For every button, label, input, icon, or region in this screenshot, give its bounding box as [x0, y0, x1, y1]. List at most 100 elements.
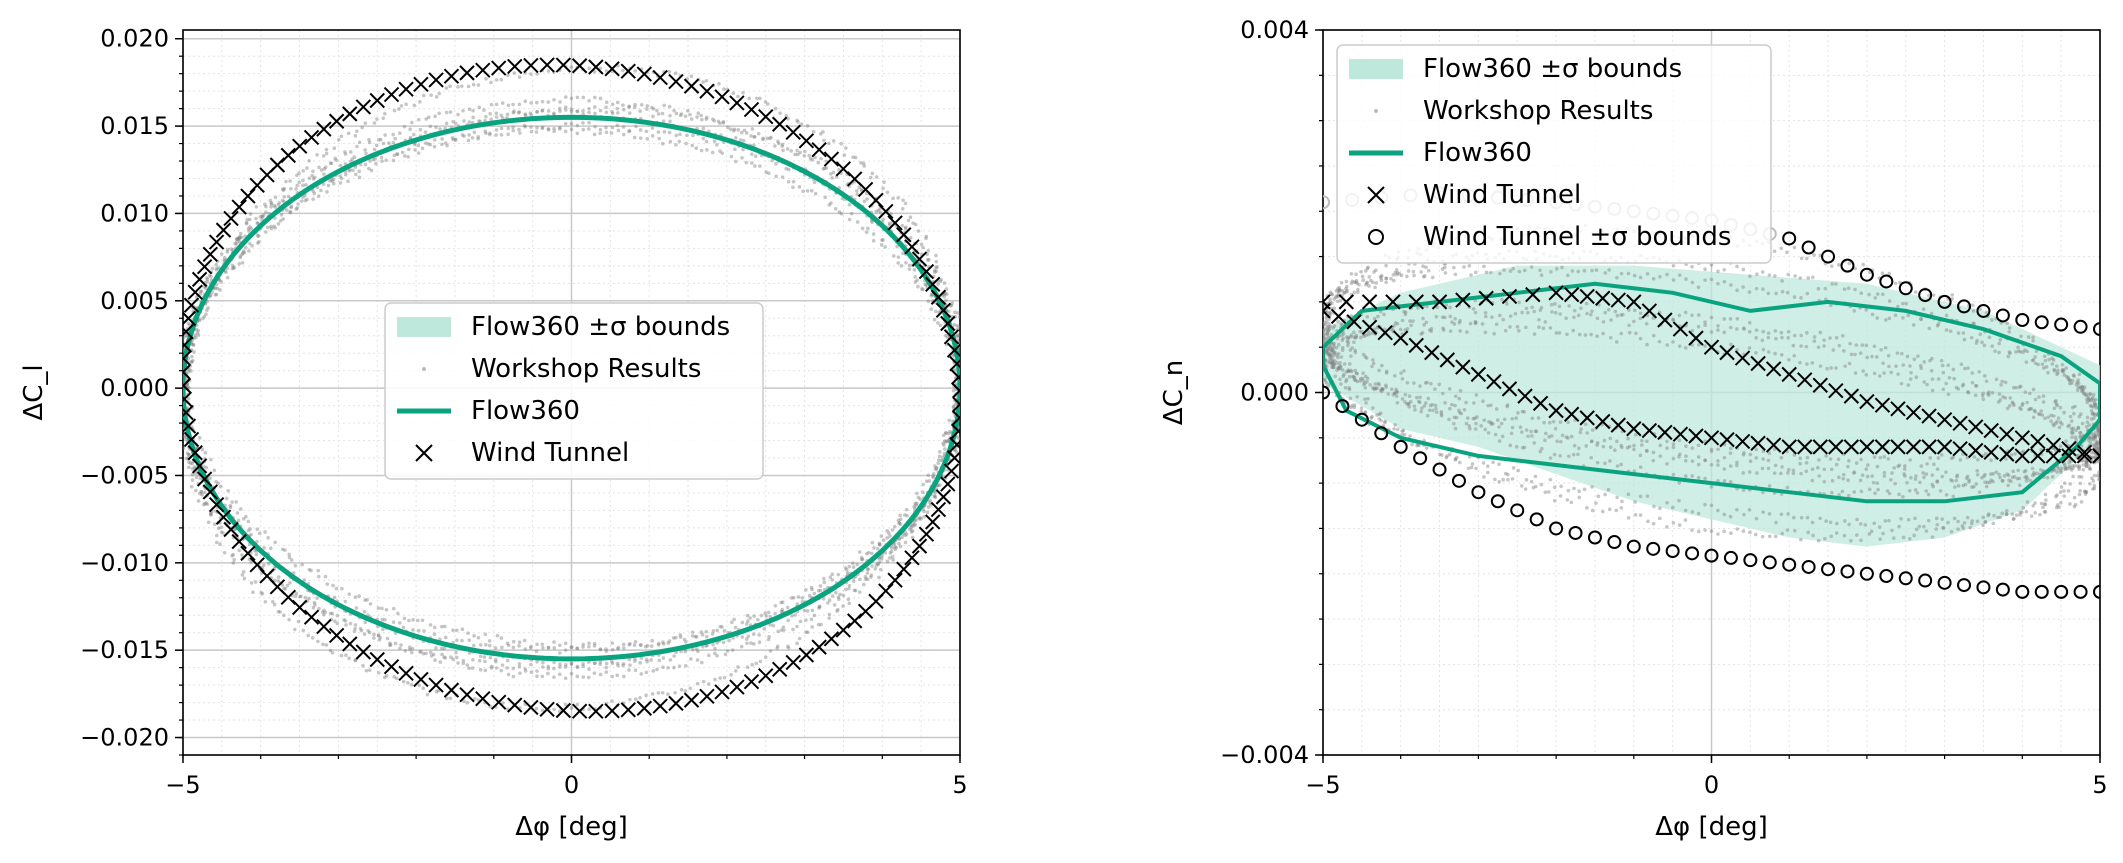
- workshop-point: [744, 160, 749, 165]
- workshop-point: [187, 453, 192, 457]
- workshop-point: [2068, 482, 2073, 486]
- workshop-point: [2101, 407, 2105, 411]
- workshop-point: [552, 646, 557, 650]
- workshop-point: [2102, 405, 2106, 409]
- workshop-point: [1859, 538, 1863, 543]
- workshop-point: [1332, 324, 1337, 328]
- wind-tunnel-marker: [940, 315, 956, 332]
- workshop-point: [2010, 400, 2015, 405]
- workshop-point: [1626, 492, 1631, 497]
- workshop-point: [1779, 353, 1784, 357]
- workshop-point: [247, 229, 251, 233]
- workshop-point: [269, 205, 273, 209]
- workshop-point: [369, 168, 374, 173]
- workshop-point: [704, 629, 709, 634]
- workshop-point: [1335, 368, 1339, 372]
- workshop-point: [465, 663, 470, 667]
- workshop-point: [2097, 448, 2100, 453]
- workshop-point: [821, 167, 826, 171]
- workshop-point: [1411, 269, 1416, 274]
- workshop-point: [1318, 350, 1322, 354]
- workshop-point: [467, 666, 471, 671]
- workshop-point: [1413, 408, 1417, 412]
- workshop-point: [748, 616, 752, 620]
- workshop-point: [733, 625, 738, 630]
- wind-tunnel-marker: [652, 698, 668, 714]
- workshop-point: [1742, 327, 1746, 331]
- workshop-point: [1855, 517, 1859, 522]
- workshop-point: [1585, 431, 1590, 435]
- workshop-point: [178, 400, 182, 404]
- workshop-point: [1816, 538, 1821, 543]
- workshop-point: [2023, 468, 2028, 473]
- workshop-point: [244, 221, 249, 226]
- workshop-point: [1677, 480, 1682, 485]
- workshop-point: [1991, 521, 1996, 526]
- workshop-point: [962, 379, 966, 383]
- workshop-point: [1497, 439, 1502, 443]
- workshop-point: [552, 126, 556, 131]
- workshop-point: [1379, 273, 1384, 278]
- x-tick-label: 5: [2092, 771, 2107, 799]
- workshop-point: [1728, 479, 1733, 484]
- wind-tunnel-marker: [823, 631, 840, 647]
- workshop-point: [1716, 463, 1720, 467]
- workshop-point: [789, 596, 794, 600]
- workshop-point: [1539, 482, 1544, 487]
- workshop-point: [1323, 322, 1324, 326]
- workshop-point: [1722, 317, 1727, 321]
- y-tick-label: −0.005: [80, 461, 169, 489]
- workshop-point: [947, 418, 952, 423]
- wind-tunnel-marker: [604, 703, 620, 719]
- workshop-point: [704, 139, 709, 144]
- workshop-point: [581, 127, 586, 132]
- workshop-point: [1405, 402, 1409, 406]
- workshop-point: [857, 185, 861, 190]
- workshop-point: [1822, 479, 1827, 484]
- workshop-point: [2089, 417, 2094, 421]
- workshop-point: [178, 395, 182, 399]
- workshop-point: [2059, 470, 2063, 475]
- workshop-point: [1443, 401, 1447, 405]
- workshop-point: [299, 594, 303, 599]
- workshop-point: [1780, 465, 1784, 469]
- workshop-point: [1806, 276, 1811, 280]
- workshop-point: [1729, 531, 1733, 535]
- workshop-point: [348, 150, 353, 154]
- workshop-point: [1619, 462, 1624, 467]
- workshop-point: [406, 147, 411, 152]
- workshop-point: [891, 254, 896, 258]
- workshop-point: [842, 153, 847, 157]
- workshop-point: [1846, 493, 1851, 498]
- workshop-point: [1434, 314, 1439, 319]
- workshop-point: [1601, 331, 1605, 336]
- workshop-point: [445, 143, 449, 148]
- workshop-point: [711, 642, 715, 647]
- workshop-point: [228, 505, 233, 510]
- workshop-point: [1406, 269, 1411, 273]
- workshop-point: [288, 210, 292, 215]
- workshop-point: [781, 148, 785, 153]
- workshop-point: [1703, 476, 1707, 481]
- workshop-point: [739, 130, 744, 135]
- workshop-point: [1981, 391, 1985, 396]
- workshop-point: [334, 158, 339, 162]
- workshop-point: [957, 334, 960, 339]
- workshop-point: [1325, 348, 1329, 353]
- workshop-point: [277, 201, 282, 205]
- workshop-point: [2033, 361, 2038, 366]
- workshop-point: [186, 452, 191, 457]
- workshop-point: [1346, 335, 1351, 340]
- workshop-point: [2043, 416, 2047, 421]
- workshop-point: [1420, 331, 1425, 335]
- workshop-point: [493, 646, 498, 650]
- workshop-point: [428, 142, 433, 147]
- workshop-point: [470, 120, 475, 125]
- workshop-point: [933, 490, 938, 495]
- wind-tunnel-marker: [758, 108, 774, 125]
- workshop-point: [248, 217, 252, 222]
- workshop-point: [633, 697, 638, 701]
- workshop-point: [1424, 401, 1428, 405]
- workshop-point: [1325, 331, 1330, 336]
- workshop-point: [1869, 529, 1874, 534]
